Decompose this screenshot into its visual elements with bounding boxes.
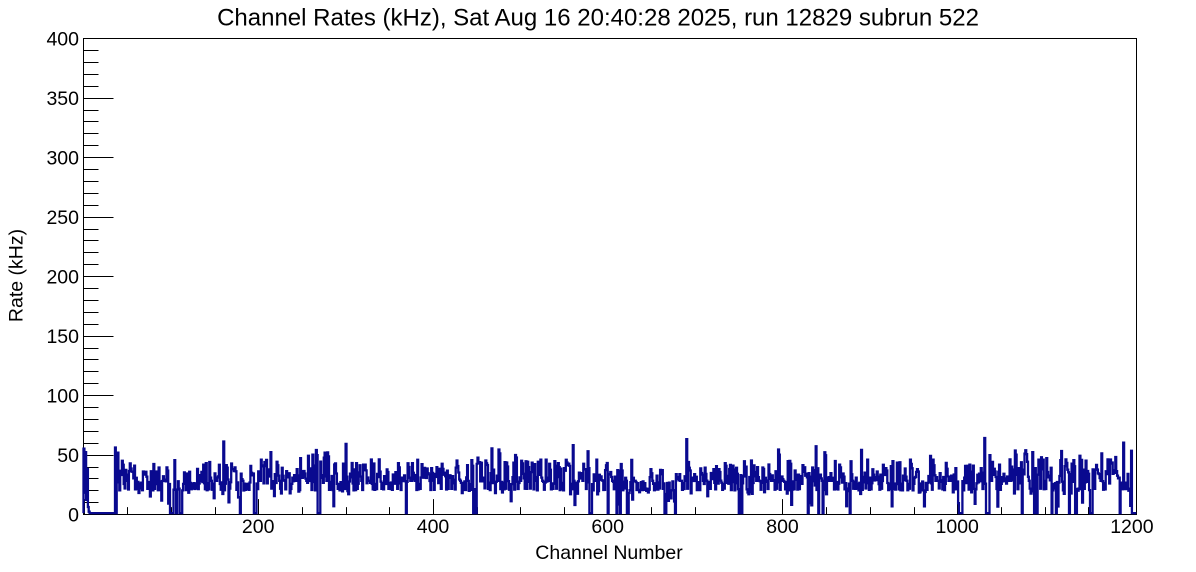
svg-text:Channel Rates (kHz), Sat Aug 1: Channel Rates (kHz), Sat Aug 16 20:40:28…: [217, 5, 979, 32]
svg-text:200: 200: [46, 266, 79, 288]
svg-text:1200: 1200: [1110, 516, 1154, 538]
svg-text:250: 250: [46, 207, 79, 229]
svg-text:800: 800: [766, 516, 799, 538]
svg-text:400: 400: [46, 29, 79, 51]
svg-text:200: 200: [242, 516, 275, 538]
svg-text:300: 300: [46, 148, 79, 170]
svg-text:0: 0: [68, 504, 79, 526]
svg-text:150: 150: [46, 326, 79, 348]
svg-text:50: 50: [57, 445, 79, 467]
svg-text:Channel Number: Channel Number: [535, 542, 683, 564]
svg-text:Rate (kHz): Rate (kHz): [6, 229, 28, 322]
svg-text:600: 600: [591, 516, 624, 538]
svg-text:1000: 1000: [936, 516, 980, 538]
svg-text:350: 350: [46, 88, 79, 110]
svg-text:400: 400: [417, 516, 450, 538]
svg-text:100: 100: [46, 385, 79, 407]
